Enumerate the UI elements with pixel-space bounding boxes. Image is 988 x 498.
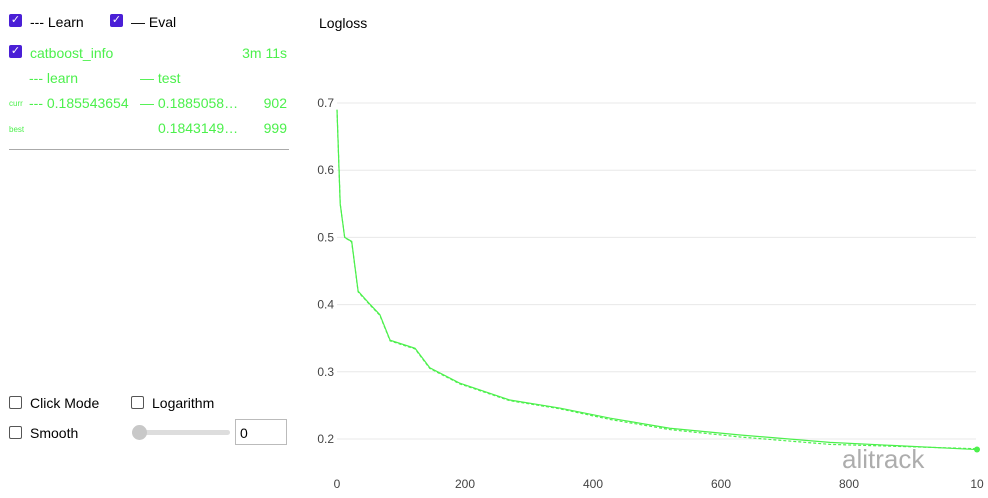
logarithm-checkbox[interactable]	[131, 396, 144, 409]
chart-title: Logloss	[319, 15, 368, 31]
run-name: catboost_info	[30, 45, 114, 61]
smooth-slider[interactable]	[132, 425, 230, 440]
y-tick-label: 0.2	[317, 432, 334, 446]
learn-checkbox[interactable]: ✓	[9, 14, 22, 27]
logarithm-label: Logarithm	[152, 395, 215, 411]
y-tick-label: 0.5	[317, 230, 334, 244]
learn-legend-label: --- Learn	[30, 14, 84, 30]
curr-test: — 0.1885058…	[140, 95, 239, 111]
col-learn: --- learn	[29, 70, 79, 86]
x-tick-label: 200	[455, 477, 475, 491]
x-tick-label: 600	[711, 477, 731, 491]
x-tick-label: 0	[334, 477, 341, 491]
series-learn	[336, 109, 978, 450]
smooth-checkbox[interactable]	[9, 426, 22, 439]
x-tick-label: 800	[839, 477, 859, 491]
watermark: alitrack	[842, 444, 925, 474]
logloss-chart[interactable]: 0.7 0.6 0.5 0.4 0.3 0.2 0 200 400 600 800 10	[300, 80, 988, 498]
run-time: 3m 11s	[242, 45, 287, 61]
click-mode-checkbox[interactable]	[9, 396, 22, 409]
click-mode-label: Click Mode	[30, 395, 100, 411]
smooth-label: Smooth	[30, 425, 79, 441]
best-label: best	[9, 125, 25, 134]
divider	[9, 149, 289, 150]
curr-label: curr	[9, 99, 23, 108]
best-test: 0.1843149…	[158, 120, 239, 136]
last-point-marker	[974, 446, 980, 453]
slider-handle[interactable]	[132, 425, 147, 440]
y-tick-label: 0.6	[317, 163, 334, 177]
col-test: — test	[140, 70, 181, 86]
best-iter: 999	[263, 120, 287, 136]
y-tick-label: 0.4	[317, 298, 334, 312]
x-tick-label: 400	[583, 477, 603, 491]
x-tick-label: 10	[970, 477, 984, 491]
series-test	[336, 109, 978, 451]
eval-legend-label: — Eval	[131, 14, 177, 30]
y-tick-label: 0.7	[317, 96, 334, 110]
run-checkbox[interactable]: ✓	[9, 45, 22, 58]
eval-checkbox[interactable]: ✓	[110, 14, 123, 27]
y-tick-label: 0.3	[317, 365, 334, 379]
smooth-value-input[interactable]: 0	[235, 419, 287, 445]
curr-learn: --- 0.185543654	[29, 95, 129, 111]
curr-iter: 902	[263, 95, 287, 111]
